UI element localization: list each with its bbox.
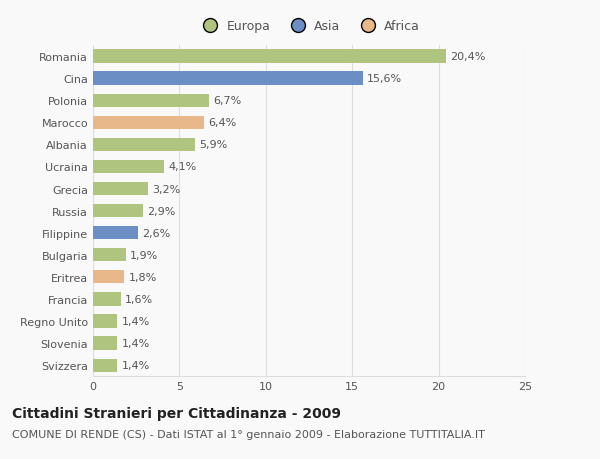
Text: 5,9%: 5,9% xyxy=(199,140,227,150)
Bar xyxy=(93,139,195,151)
Text: Cittadini Stranieri per Cittadinanza - 2009: Cittadini Stranieri per Cittadinanza - 2… xyxy=(12,406,341,420)
Text: 1,4%: 1,4% xyxy=(122,360,150,370)
Text: 1,4%: 1,4% xyxy=(122,316,150,326)
Bar xyxy=(93,183,148,196)
Text: 15,6%: 15,6% xyxy=(367,74,402,84)
Bar xyxy=(93,50,446,63)
Bar xyxy=(93,117,203,129)
Text: 1,6%: 1,6% xyxy=(125,294,153,304)
Text: 2,6%: 2,6% xyxy=(142,228,170,238)
Text: 2,9%: 2,9% xyxy=(148,206,176,216)
Bar xyxy=(93,73,362,85)
Text: 6,4%: 6,4% xyxy=(208,118,236,128)
Text: 1,8%: 1,8% xyxy=(128,272,157,282)
Legend: Europa, Asia, Africa: Europa, Asia, Africa xyxy=(198,20,420,33)
Text: 1,4%: 1,4% xyxy=(122,338,150,348)
Bar xyxy=(93,337,117,350)
Bar xyxy=(93,293,121,306)
Bar xyxy=(93,359,117,372)
Text: COMUNE DI RENDE (CS) - Dati ISTAT al 1° gennaio 2009 - Elaborazione TUTTITALIA.I: COMUNE DI RENDE (CS) - Dati ISTAT al 1° … xyxy=(12,429,485,439)
Bar xyxy=(93,205,143,218)
Text: 4,1%: 4,1% xyxy=(168,162,196,172)
Text: 6,7%: 6,7% xyxy=(213,96,241,106)
Text: 3,2%: 3,2% xyxy=(152,184,181,194)
Text: 1,9%: 1,9% xyxy=(130,250,158,260)
Bar xyxy=(93,95,209,107)
Bar xyxy=(93,315,117,328)
Bar xyxy=(93,271,124,284)
Bar xyxy=(93,249,126,262)
Text: 20,4%: 20,4% xyxy=(450,52,485,62)
Bar xyxy=(93,227,138,240)
Bar xyxy=(93,161,164,174)
